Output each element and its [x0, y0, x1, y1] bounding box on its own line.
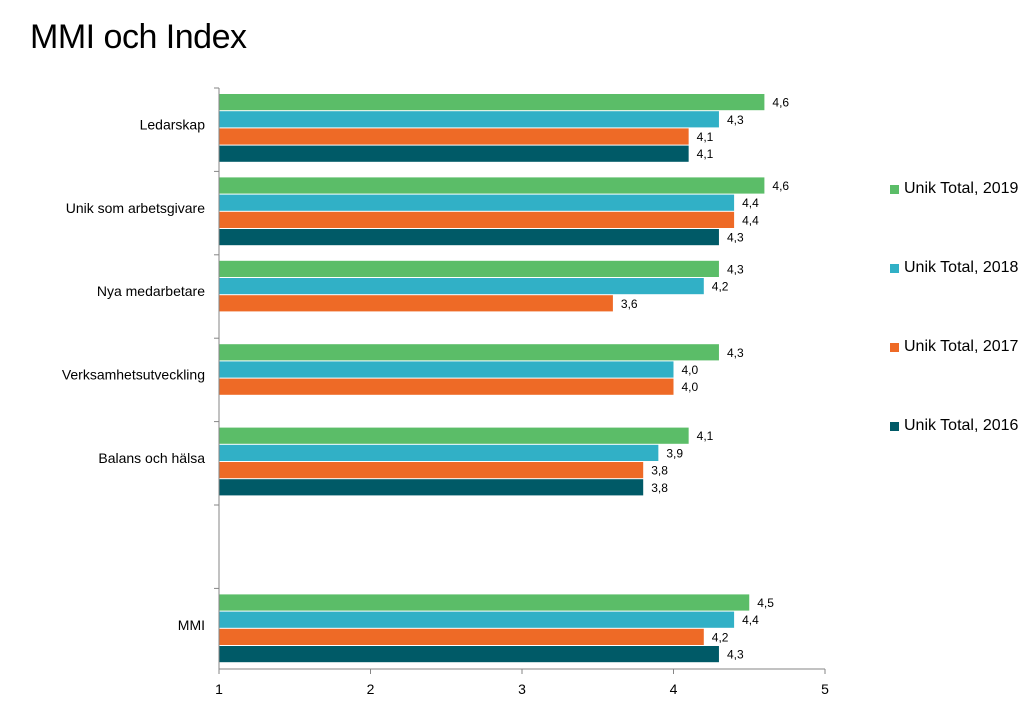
- x-tick-label: 4: [670, 681, 678, 697]
- data-label: 3,8: [651, 481, 668, 495]
- data-label: 3,9: [666, 446, 683, 460]
- legend-label: Unik Total, 2017: [904, 338, 1019, 355]
- data-label: 3,6: [621, 297, 638, 311]
- data-label: 3,8: [651, 464, 668, 478]
- data-label: 4,3: [727, 262, 744, 276]
- data-label: 4,3: [727, 648, 744, 662]
- x-tick-label: 2: [367, 681, 375, 697]
- bar: [219, 462, 644, 479]
- bar: [219, 427, 689, 444]
- category-label: Unik som arbetsgivare: [66, 200, 205, 216]
- data-label: 4,3: [727, 113, 744, 127]
- bar: [219, 479, 644, 496]
- bar: [219, 194, 735, 211]
- bar: [219, 94, 765, 111]
- bar: [219, 111, 719, 128]
- bar: [219, 646, 719, 663]
- category-label: Ledarskap: [140, 116, 206, 132]
- legend-label: Unik Total, 2016: [904, 417, 1019, 434]
- bar: [219, 278, 704, 295]
- bar: [219, 628, 704, 645]
- chart-title: MMI och Index: [30, 18, 247, 56]
- bar: [219, 177, 765, 194]
- legend-swatch: [890, 263, 899, 273]
- bar: [219, 295, 613, 312]
- legend-swatch: [890, 342, 899, 352]
- data-label: 4,4: [742, 196, 759, 210]
- data-label: 4,2: [712, 280, 729, 294]
- bar: [219, 444, 659, 461]
- legend-item: Unik Total, 2019: [890, 176, 1018, 202]
- data-label: 4,6: [772, 179, 789, 193]
- category-label: Balans och hälsa: [98, 450, 205, 466]
- data-label: 4,3: [727, 346, 744, 360]
- bar: [219, 361, 674, 378]
- bar: [219, 594, 750, 611]
- category-label: Verksamhetsutveckling: [62, 367, 205, 383]
- data-label: 4,0: [682, 363, 699, 377]
- x-tick-label: 5: [821, 681, 829, 697]
- bar: [219, 145, 689, 162]
- bar: [219, 211, 735, 228]
- data-label: 4,4: [742, 213, 759, 227]
- bar: [219, 344, 719, 361]
- legend-item: Unik Total, 2018: [890, 255, 1018, 281]
- data-label: 4,0: [682, 380, 699, 394]
- data-label: 4,5: [757, 596, 774, 610]
- legend-label: Unik Total, 2018: [904, 259, 1019, 276]
- data-label: 4,3: [727, 231, 744, 245]
- legend-item: Unik Total, 2016: [890, 413, 1018, 439]
- category-label: MMI: [178, 617, 205, 633]
- chart-legend: Unik Total, 2019 Unik Total, 2018 Unik Tot…: [890, 176, 1018, 492]
- bar: [219, 229, 719, 246]
- category-label: Nya medarbetare: [97, 283, 205, 299]
- bar: [219, 611, 735, 628]
- bar: [219, 260, 719, 277]
- legend-item: Unik Total, 2017: [890, 334, 1018, 360]
- legend-swatch: [890, 421, 899, 431]
- bar: [219, 128, 689, 145]
- x-tick-label: 3: [518, 681, 526, 697]
- data-label: 4,1: [697, 429, 714, 443]
- data-label: 4,4: [742, 613, 759, 627]
- data-label: 4,6: [772, 96, 789, 110]
- legend-label: Unik Total, 2019: [904, 180, 1019, 197]
- data-label: 4,2: [712, 630, 729, 644]
- bar: [219, 378, 674, 395]
- data-label: 4,1: [697, 147, 714, 161]
- legend-swatch: [890, 184, 899, 194]
- x-tick-label: 1: [215, 681, 223, 697]
- data-label: 4,1: [697, 130, 714, 144]
